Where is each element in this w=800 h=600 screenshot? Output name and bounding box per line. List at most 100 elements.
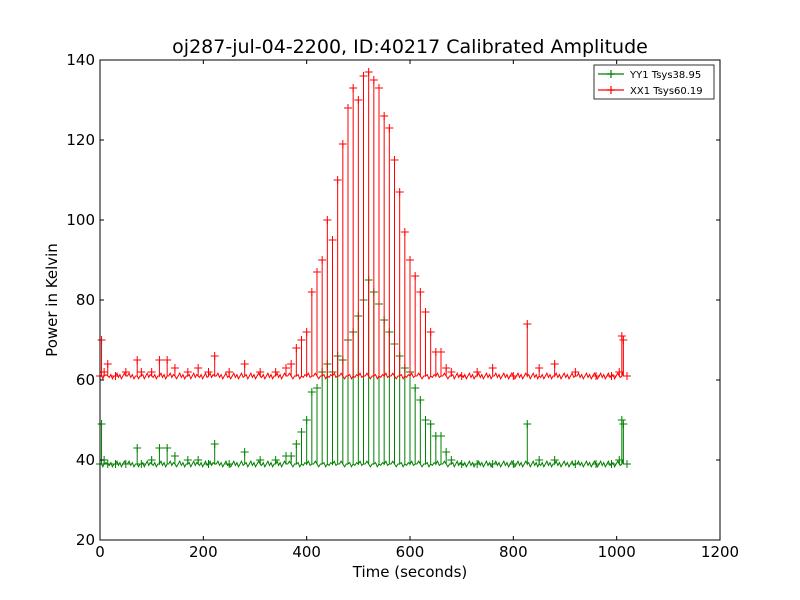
data-point bbox=[155, 356, 164, 364]
data-point bbox=[194, 456, 203, 464]
data-point bbox=[287, 360, 296, 368]
data-point bbox=[133, 444, 142, 452]
data-point bbox=[271, 368, 280, 376]
data-point bbox=[619, 336, 628, 344]
data-point bbox=[406, 256, 414, 264]
x-tick-label: 800 bbox=[499, 543, 528, 561]
legend-label-xx1: XX1 Tsys60.19 bbox=[630, 86, 703, 97]
data-point bbox=[369, 76, 378, 84]
data-point bbox=[617, 416, 626, 424]
data-point bbox=[607, 372, 616, 380]
data-point bbox=[302, 328, 311, 336]
data-point bbox=[103, 360, 112, 368]
data-point bbox=[103, 460, 112, 468]
y-tick-label: 60 bbox=[76, 371, 95, 389]
data-point bbox=[163, 356, 172, 364]
y-tick-label: 20 bbox=[76, 531, 95, 549]
data-point bbox=[442, 448, 451, 456]
data-point bbox=[194, 364, 203, 372]
data-point bbox=[155, 444, 164, 452]
data-point bbox=[204, 460, 213, 468]
data-point bbox=[437, 348, 445, 356]
data-point bbox=[447, 368, 456, 376]
data-point bbox=[137, 460, 146, 468]
y-axis-label: Power in Kelvin bbox=[43, 243, 61, 357]
data-point bbox=[210, 352, 219, 360]
data-point bbox=[488, 460, 497, 468]
data-point bbox=[111, 372, 120, 380]
data-point bbox=[550, 360, 559, 368]
data-point bbox=[509, 460, 518, 468]
data-point bbox=[421, 308, 430, 316]
data-point bbox=[623, 372, 631, 380]
data-point bbox=[183, 368, 192, 376]
data-point bbox=[282, 364, 290, 372]
data-point bbox=[395, 188, 404, 196]
data-point bbox=[592, 460, 600, 468]
legend-marker-yy1 bbox=[607, 70, 615, 78]
data-point bbox=[271, 456, 280, 464]
data-point bbox=[240, 448, 249, 456]
data-point bbox=[571, 460, 580, 468]
data-point bbox=[509, 372, 518, 380]
data-point bbox=[133, 356, 142, 364]
data-point bbox=[426, 420, 435, 428]
y-tick-label: 80 bbox=[76, 291, 95, 309]
data-point bbox=[225, 460, 234, 468]
legend: YY1 Tsys38.95 XX1 Tsys60.19 bbox=[593, 64, 715, 100]
ticks-layer: 0 200 400 600 800 1000 1200 20 40 60 80 100 120 140 bbox=[66, 51, 739, 561]
data-point bbox=[385, 124, 394, 132]
x-tick-label: 600 bbox=[396, 543, 425, 561]
data-point bbox=[550, 456, 559, 464]
data-point bbox=[523, 320, 532, 328]
data-point bbox=[307, 388, 316, 396]
data-point bbox=[313, 384, 321, 392]
data-point bbox=[617, 332, 626, 340]
data-point bbox=[111, 460, 120, 468]
data-point bbox=[147, 456, 156, 464]
data-point bbox=[364, 68, 373, 76]
data-point bbox=[297, 428, 306, 436]
data-point bbox=[137, 368, 146, 376]
data-point bbox=[163, 444, 172, 452]
data-point bbox=[416, 288, 425, 296]
data-point bbox=[328, 236, 337, 244]
data-point bbox=[607, 460, 616, 468]
data-point bbox=[411, 272, 420, 280]
data-point bbox=[292, 440, 301, 448]
data-point bbox=[411, 384, 420, 392]
data-point bbox=[447, 456, 456, 464]
data-point bbox=[442, 364, 451, 372]
data-point bbox=[333, 176, 342, 184]
x-tick-label: 0 bbox=[95, 543, 105, 561]
x-tick-label: 1200 bbox=[701, 543, 739, 561]
data-point bbox=[287, 452, 296, 460]
data-point bbox=[100, 368, 109, 376]
data-point bbox=[292, 344, 301, 352]
data-point bbox=[313, 268, 321, 276]
data-point bbox=[256, 368, 265, 376]
data-point bbox=[416, 396, 425, 404]
data-point bbox=[421, 416, 430, 424]
x-tick-label: 400 bbox=[292, 543, 321, 561]
data-point bbox=[615, 456, 624, 464]
data-point bbox=[307, 288, 316, 296]
data-point bbox=[323, 216, 332, 224]
data-point bbox=[349, 84, 358, 92]
data-point bbox=[256, 456, 265, 464]
data-point bbox=[619, 420, 628, 428]
y-tick-label: 120 bbox=[66, 131, 95, 149]
data-point bbox=[297, 336, 306, 344]
data-point bbox=[390, 156, 399, 164]
data-point bbox=[535, 364, 544, 372]
data-point bbox=[97, 336, 106, 344]
data-point bbox=[354, 96, 363, 104]
data-point bbox=[437, 432, 445, 440]
data-point bbox=[523, 420, 532, 428]
data-point bbox=[535, 456, 544, 464]
data-point bbox=[592, 372, 600, 380]
data-point bbox=[473, 460, 482, 468]
data-point bbox=[426, 328, 435, 336]
y-tick-label: 100 bbox=[66, 211, 95, 229]
